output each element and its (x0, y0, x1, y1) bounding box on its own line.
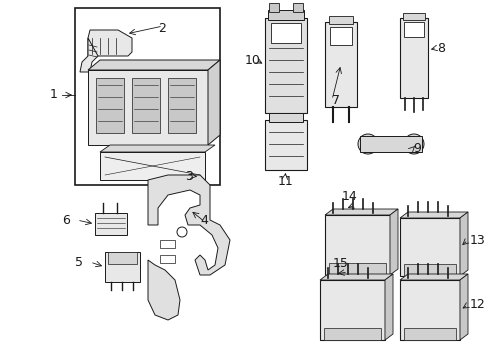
Circle shape (364, 140, 372, 148)
Bar (330, 27, 352, 45)
Bar (132, 78, 160, 133)
Polygon shape (88, 30, 132, 56)
Bar (325, 215, 390, 275)
Bar (160, 240, 175, 248)
Bar (88, 70, 208, 145)
Bar (269, 113, 303, 122)
Bar (400, 18, 428, 98)
Polygon shape (80, 38, 98, 72)
Bar (324, 328, 381, 340)
Bar (293, 3, 303, 12)
Text: 9: 9 (413, 141, 421, 154)
Text: 10: 10 (245, 54, 261, 67)
Bar (404, 264, 456, 276)
Polygon shape (460, 212, 468, 276)
Polygon shape (325, 209, 398, 215)
Bar (75, 8, 220, 185)
Polygon shape (460, 274, 468, 340)
Bar (400, 280, 460, 340)
Text: 4: 4 (200, 213, 208, 226)
Polygon shape (100, 145, 215, 152)
Text: 13: 13 (470, 234, 486, 247)
Bar (95, 213, 127, 235)
Polygon shape (385, 274, 393, 340)
Circle shape (410, 140, 418, 148)
Text: 15: 15 (333, 257, 349, 270)
Text: 1: 1 (50, 89, 58, 102)
Text: 5: 5 (75, 256, 83, 269)
Bar (329, 263, 386, 275)
Bar (265, 18, 307, 113)
Bar (360, 136, 422, 152)
Bar (265, 120, 307, 170)
Polygon shape (390, 209, 398, 275)
Bar (168, 78, 196, 133)
Polygon shape (400, 212, 468, 218)
Bar (96, 78, 124, 133)
Text: 7: 7 (332, 94, 340, 107)
Bar (100, 152, 205, 180)
Bar (329, 16, 353, 24)
Text: 2: 2 (158, 22, 166, 35)
Polygon shape (208, 60, 220, 145)
Text: 8: 8 (437, 41, 445, 54)
Polygon shape (148, 175, 230, 275)
Polygon shape (148, 260, 180, 320)
Text: 12: 12 (470, 298, 486, 311)
Bar (403, 13, 425, 20)
Bar (400, 218, 460, 276)
Polygon shape (400, 274, 468, 280)
Text: 3: 3 (185, 170, 193, 183)
Bar (268, 10, 304, 20)
Text: 6: 6 (62, 213, 70, 226)
Polygon shape (320, 274, 393, 280)
Bar (404, 22, 424, 37)
Bar (160, 255, 175, 263)
Bar (105, 252, 140, 282)
Bar (269, 3, 279, 12)
Bar (271, 23, 301, 43)
Bar (320, 280, 385, 340)
Circle shape (177, 227, 187, 237)
Circle shape (404, 134, 424, 154)
Polygon shape (88, 60, 220, 70)
Text: 11: 11 (278, 175, 294, 188)
Bar (325, 22, 357, 107)
Bar (404, 328, 456, 340)
Bar (108, 252, 137, 264)
Text: 14: 14 (342, 190, 358, 203)
Circle shape (358, 134, 378, 154)
